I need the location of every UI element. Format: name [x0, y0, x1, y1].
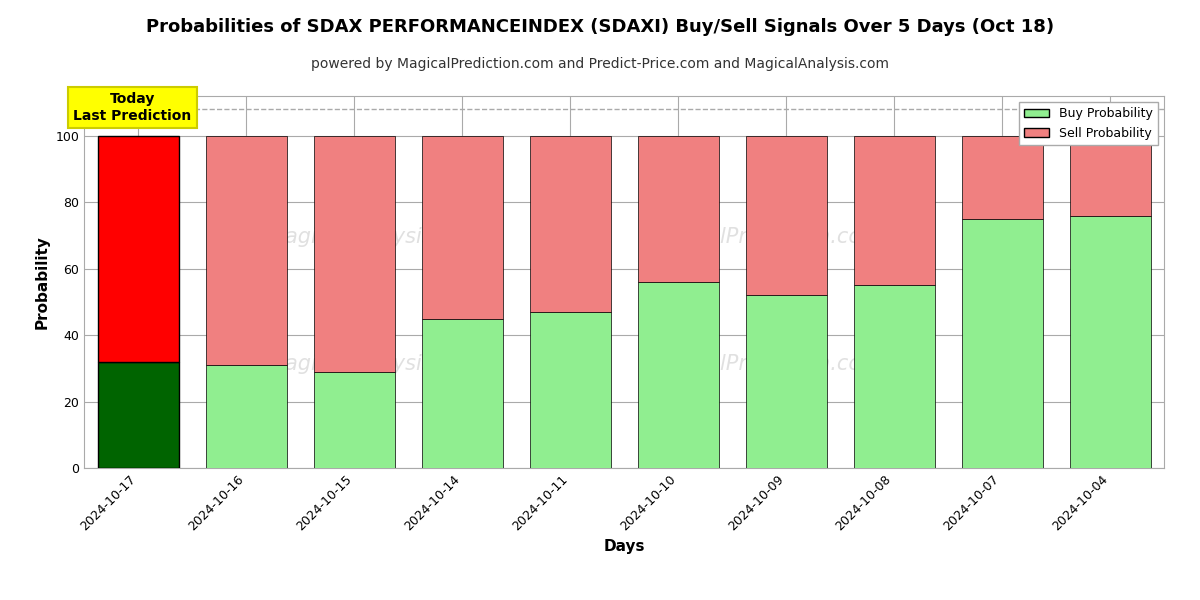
Bar — [205, 365, 287, 468]
Text: MagicalPrediction.com: MagicalPrediction.com — [647, 227, 882, 247]
Bar — [961, 136, 1043, 219]
Text: MagicalAnalysis.com: MagicalAnalysis.com — [268, 354, 484, 374]
Bar — [637, 136, 719, 282]
Bar — [745, 295, 827, 468]
Bar — [745, 136, 827, 295]
Bar — [529, 136, 611, 312]
Text: MagicalAnalysis.com: MagicalAnalysis.com — [268, 227, 484, 247]
Bar — [313, 136, 395, 371]
Bar — [961, 219, 1043, 468]
Text: MagicalPrediction.com: MagicalPrediction.com — [647, 354, 882, 374]
Bar — [853, 136, 935, 286]
Bar — [205, 136, 287, 365]
Bar — [1069, 215, 1151, 468]
Y-axis label: Probability: Probability — [35, 235, 49, 329]
Bar — [637, 282, 719, 468]
Text: Probabilities of SDAX PERFORMANCEINDEX (SDAXI) Buy/Sell Signals Over 5 Days (Oct: Probabilities of SDAX PERFORMANCEINDEX (… — [146, 18, 1054, 36]
Bar — [529, 312, 611, 468]
Bar — [853, 286, 935, 468]
Bar — [97, 136, 179, 362]
Legend: Buy Probability, Sell Probability: Buy Probability, Sell Probability — [1019, 102, 1158, 145]
Text: powered by MagicalPrediction.com and Predict-Price.com and MagicalAnalysis.com: powered by MagicalPrediction.com and Pre… — [311, 57, 889, 71]
Text: Today
Last Prediction: Today Last Prediction — [73, 92, 192, 122]
X-axis label: Days: Days — [604, 539, 644, 554]
Bar — [313, 371, 395, 468]
Bar — [1069, 136, 1151, 215]
Bar — [421, 319, 503, 468]
Bar — [421, 136, 503, 319]
Bar — [97, 362, 179, 468]
